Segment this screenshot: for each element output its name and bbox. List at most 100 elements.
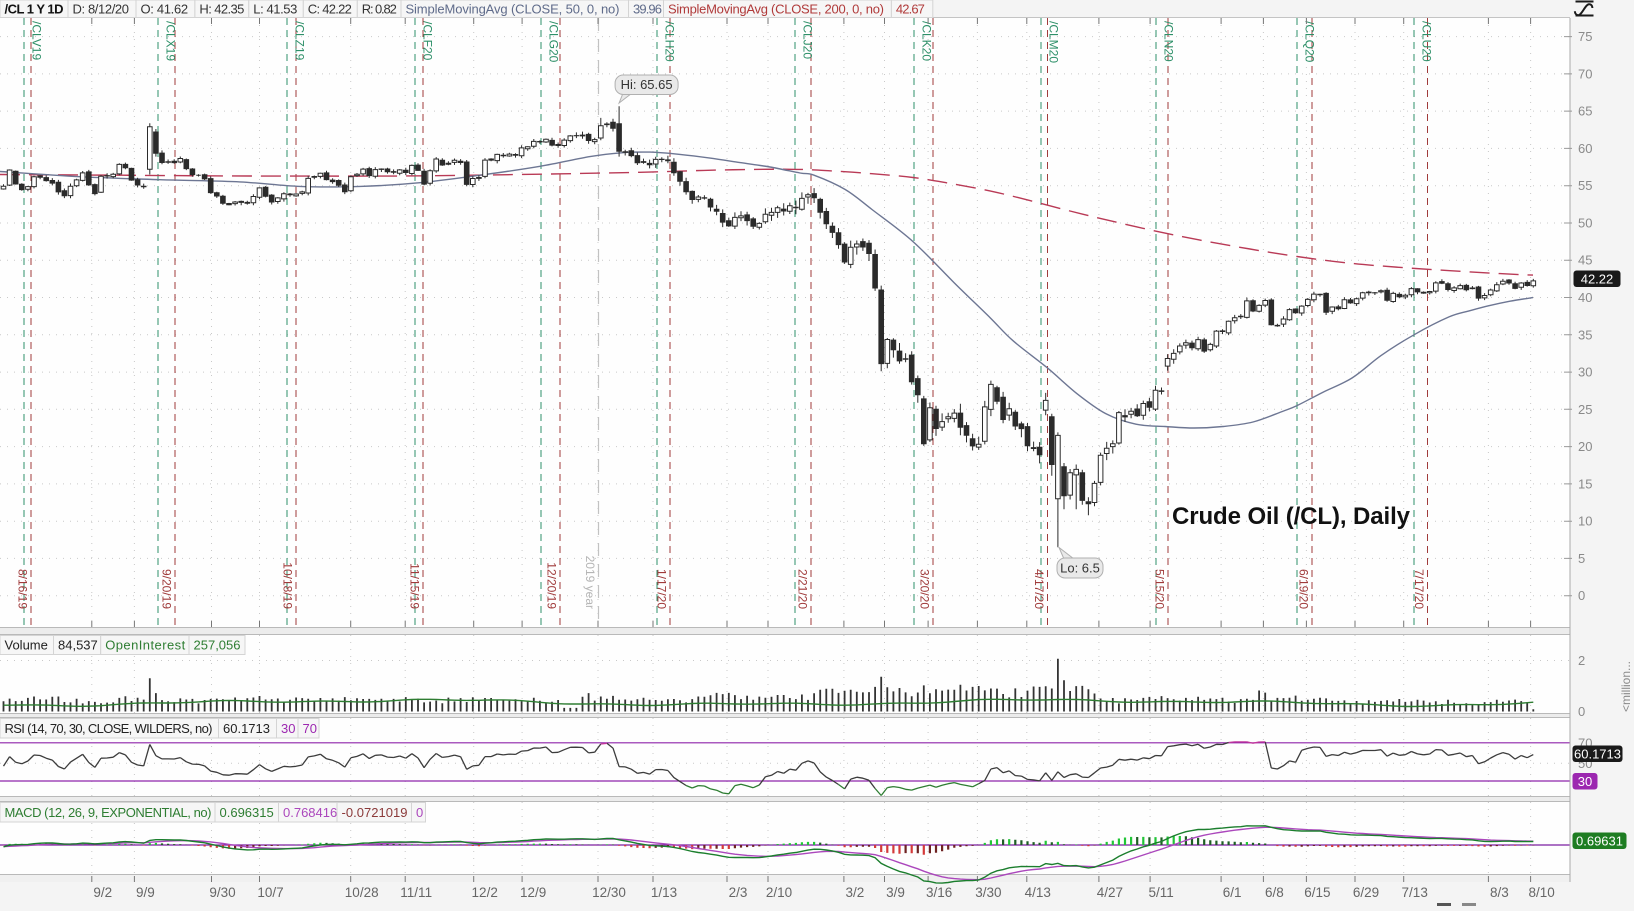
svg-text:2/3: 2/3	[729, 885, 748, 900]
svg-text:15: 15	[1578, 476, 1592, 491]
svg-text:42.22: 42.22	[1581, 271, 1614, 286]
svg-text:0: 0	[1578, 588, 1585, 603]
svg-text:8/10: 8/10	[1528, 885, 1554, 900]
svg-text:10/7: 10/7	[257, 885, 283, 900]
svg-text:/CLV19: /CLV19	[30, 21, 44, 60]
svg-text:10/28: 10/28	[345, 885, 379, 900]
svg-text:12/20/19: 12/20/19	[545, 562, 559, 609]
svg-text:5/11: 5/11	[1148, 885, 1173, 900]
svg-text:C: 42.22: C: 42.22	[308, 1, 352, 16]
svg-text:70: 70	[1578, 66, 1592, 81]
svg-text:2/10: 2/10	[766, 885, 792, 900]
svg-text:0.768416: 0.768416	[283, 805, 337, 820]
svg-text:/CLZ19: /CLZ19	[293, 21, 307, 61]
svg-text:8/16/19: 8/16/19	[16, 569, 30, 609]
svg-text:4/13: 4/13	[1025, 885, 1051, 900]
svg-text:/CLG20: /CLG20	[547, 21, 561, 63]
svg-text:L: 41.53: L: 41.53	[253, 1, 297, 16]
svg-text:<million...: <million...	[1619, 661, 1633, 712]
svg-text:30: 30	[281, 721, 295, 736]
svg-text:70: 70	[303, 721, 317, 736]
svg-text:42.67: 42.67	[896, 1, 925, 16]
svg-text:/CLM20: /CLM20	[1047, 21, 1061, 63]
svg-text:25: 25	[1578, 402, 1592, 417]
svg-text:5: 5	[1578, 551, 1585, 566]
svg-text:8/3: 8/3	[1490, 885, 1509, 900]
svg-text:3/9: 3/9	[886, 885, 905, 900]
svg-text:12/30: 12/30	[592, 885, 626, 900]
svg-text:6/29: 6/29	[1353, 885, 1379, 900]
svg-text:30: 30	[1578, 365, 1592, 380]
svg-text:2/21/20: 2/21/20	[796, 569, 810, 609]
svg-text:3/16: 3/16	[926, 885, 952, 900]
svg-text:Volume: Volume	[5, 638, 48, 653]
svg-text:10: 10	[1578, 514, 1592, 529]
svg-text:SimpleMovingAvg (CLOSE, 200, 0: SimpleMovingAvg (CLOSE, 200, 0, no)	[668, 1, 884, 16]
svg-text:O: 41.62: O: 41.62	[141, 1, 189, 16]
svg-text:50: 50	[1578, 216, 1592, 231]
svg-text:5/15/20: 5/15/20	[1153, 569, 1167, 609]
svg-text:60.1713: 60.1713	[223, 721, 270, 736]
svg-text:6/15: 6/15	[1304, 885, 1330, 900]
svg-text:2019 year: 2019 year	[583, 556, 597, 609]
svg-text:6/1: 6/1	[1223, 885, 1242, 900]
svg-text:-0.0721019: -0.0721019	[342, 805, 408, 820]
svg-text:12/2: 12/2	[472, 885, 498, 900]
svg-text:10/18/19: 10/18/19	[281, 562, 295, 609]
svg-text:4/27: 4/27	[1097, 885, 1123, 900]
svg-text:3/2: 3/2	[846, 885, 865, 900]
svg-text:Crude Oil (/CL), Daily: Crude Oil (/CL), Daily	[1172, 503, 1411, 530]
svg-text:R: 0.82: R: 0.82	[362, 1, 397, 16]
svg-text:60: 60	[1578, 141, 1592, 156]
svg-text:257,056: 257,056	[194, 638, 241, 653]
svg-text:39.96: 39.96	[633, 1, 662, 16]
svg-text:0.696315: 0.696315	[220, 805, 274, 820]
svg-text:OpenInterest: OpenInterest	[105, 638, 185, 653]
svg-text:1/17/20: 1/17/20	[655, 569, 669, 609]
svg-text:/CL 1 Y 1D: /CL 1 Y 1D	[5, 1, 64, 16]
svg-text:12/9: 12/9	[520, 885, 546, 900]
svg-text:D: 8/12/20: D: 8/12/20	[73, 1, 130, 16]
svg-text:20: 20	[1578, 439, 1592, 454]
svg-text:6/19/20: 6/19/20	[1297, 569, 1311, 609]
svg-text:0: 0	[416, 805, 423, 820]
svg-text:4/17/20: 4/17/20	[1032, 569, 1046, 609]
svg-text:MACD (12, 26, 9, EXPONENTIAL,: MACD (12, 26, 9, EXPONENTIAL, no)	[5, 805, 212, 820]
svg-text:SimpleMovingAvg (CLOSE, 50, 0,: SimpleMovingAvg (CLOSE, 50, 0, no)	[406, 1, 620, 16]
svg-text:/CLX19: /CLX19	[164, 21, 178, 61]
svg-text:3/20/20: 3/20/20	[918, 569, 932, 609]
svg-text:/CLK20: /CLK20	[920, 21, 934, 61]
svg-text:11/15/19: 11/15/19	[408, 563, 422, 609]
svg-text:9/2: 9/2	[93, 885, 112, 900]
svg-text:1/13: 1/13	[651, 885, 677, 900]
svg-text:2: 2	[1578, 653, 1585, 668]
svg-text:/CLJ20: /CLJ20	[801, 21, 815, 59]
svg-text:45: 45	[1578, 253, 1592, 268]
svg-text:84,537: 84,537	[58, 638, 98, 653]
svg-text:Lo: 6.5: Lo: 6.5	[1060, 561, 1100, 576]
svg-text:9/20/19: 9/20/19	[160, 569, 174, 609]
svg-text:6/8: 6/8	[1265, 885, 1284, 900]
svg-text:55: 55	[1578, 178, 1592, 193]
svg-text:3/30: 3/30	[975, 885, 1001, 900]
svg-text:/CLH20: /CLH20	[663, 21, 677, 62]
svg-text:RSI (14, 70, 30, CLOSE, WILDER: RSI (14, 70, 30, CLOSE, WILDERS, no)	[5, 721, 213, 736]
svg-text:/CLF20: /CLF20	[421, 21, 435, 61]
svg-text:11/11: 11/11	[400, 885, 432, 900]
svg-text:/CLQ20: /CLQ20	[1303, 21, 1317, 63]
svg-text:35: 35	[1578, 327, 1592, 342]
svg-text:0: 0	[1578, 704, 1585, 719]
svg-text:H: 42.35: H: 42.35	[199, 1, 244, 16]
svg-text:0.69631: 0.69631	[1576, 833, 1623, 848]
svg-text:40: 40	[1578, 290, 1592, 305]
svg-text:65: 65	[1578, 104, 1592, 119]
svg-text:9/9: 9/9	[136, 885, 155, 900]
svg-text:75: 75	[1578, 29, 1592, 44]
svg-text:60.1713: 60.1713	[1574, 746, 1621, 761]
svg-text:Hi: 65.65: Hi: 65.65	[621, 77, 673, 92]
svg-text:7/13: 7/13	[1402, 885, 1428, 900]
svg-text:9/30: 9/30	[209, 885, 235, 900]
svg-text:/CLN20: /CLN20	[1162, 21, 1176, 62]
svg-text:/CLU20: /CLU20	[1420, 21, 1434, 62]
svg-text:7/17/20: 7/17/20	[1412, 569, 1426, 609]
